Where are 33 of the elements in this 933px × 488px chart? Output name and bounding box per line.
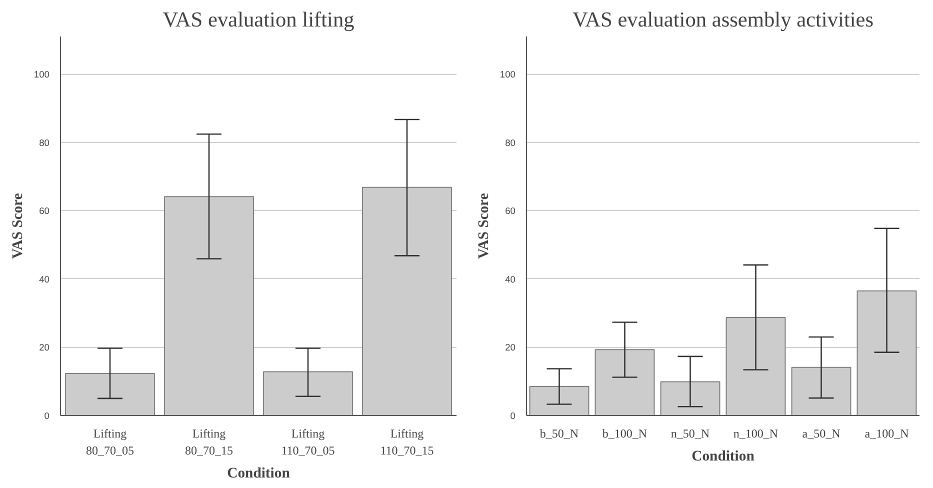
- x-tick-label: Lifting 80_70_05: [86, 426, 134, 458]
- y-tick-label: 80: [39, 138, 50, 148]
- y-tick-label: 20: [505, 342, 516, 353]
- y-tick-label: 0: [44, 411, 50, 421]
- x-tick-label: b_100_N: [602, 426, 648, 440]
- bar: [529, 386, 590, 416]
- chart-title: VAS evaluation lifting: [162, 8, 355, 32]
- x-tick-label: a_50_N: [802, 426, 841, 440]
- bar: [791, 366, 852, 416]
- x-axis-title: Condition: [227, 465, 290, 482]
- bar: [660, 381, 720, 416]
- y-tick-label: 40: [39, 274, 50, 284]
- bar: [64, 373, 156, 416]
- chart-title: VAS evaluation assembly activities: [572, 8, 874, 32]
- x-tick-label: Lifting 110_70_05: [281, 426, 335, 458]
- x-tick-label: a_100_N: [864, 426, 910, 440]
- bar: [262, 371, 354, 416]
- y-tick-label: 60: [39, 206, 50, 216]
- y-tick-label: 20: [39, 342, 50, 353]
- y-axis-title: VAS Score: [10, 192, 26, 259]
- y-tick-label: 100: [34, 70, 50, 80]
- y-tick-label: 100: [500, 70, 516, 80]
- x-tick-label: b_50_N: [540, 426, 579, 440]
- x-tick-label: n_100_N: [733, 426, 778, 440]
- y-tick-label: 0: [510, 411, 516, 421]
- y-tick-label: 60: [505, 206, 516, 216]
- y-tick-label: 40: [505, 274, 516, 284]
- x-tick-label: Lifting 80_70_15: [185, 426, 233, 458]
- x-tick-label: n_50_N: [670, 426, 710, 440]
- x-axis-title: Condition: [692, 448, 754, 464]
- y-axis-title: VAS Score: [476, 192, 492, 259]
- y-tick-label: 80: [505, 138, 516, 148]
- x-tick-label: Lifting 110_70_15: [380, 426, 434, 458]
